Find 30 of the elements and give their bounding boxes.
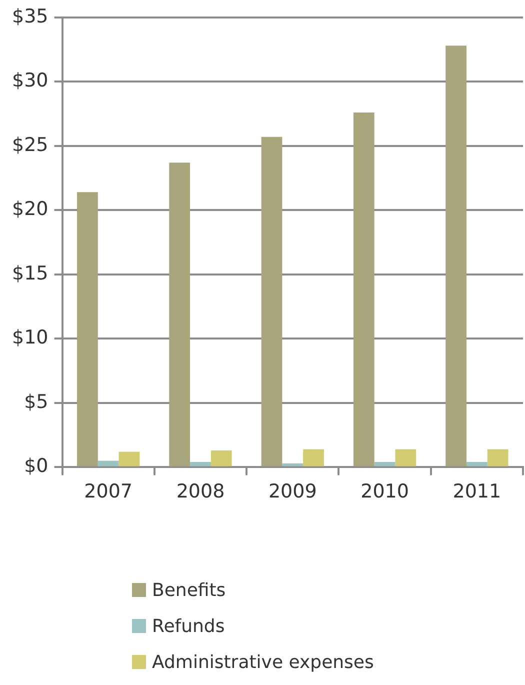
y-tick-label: $10	[12, 326, 48, 349]
bar	[353, 112, 374, 466]
bar	[395, 449, 416, 466]
bar	[374, 462, 396, 466]
bar	[446, 46, 466, 466]
legend-label: Administrative expenses	[152, 652, 374, 672]
y-tick-label: $20	[12, 198, 48, 220]
x-tick-label: 2010	[360, 480, 409, 503]
bar	[190, 462, 211, 466]
x-tick-label: 2011	[452, 480, 502, 503]
y-tick-label: $15	[12, 262, 48, 284]
bar	[169, 162, 190, 466]
bar	[210, 450, 232, 466]
y-tick-label: $5	[24, 390, 48, 413]
y-tick-label: $0	[24, 455, 48, 478]
x-tick-label: 2009	[268, 480, 317, 503]
bar	[261, 136, 282, 466]
x-tick-label: 2007	[84, 480, 133, 503]
bar	[118, 452, 140, 466]
bar	[98, 460, 119, 466]
legend-label: Refunds	[152, 616, 225, 636]
y-tick-label: $30	[12, 70, 48, 92]
bar	[77, 192, 98, 466]
bar	[466, 462, 488, 466]
y-tick-label: $25	[12, 134, 48, 156]
legend-label: Benefits	[152, 580, 226, 600]
x-tick-label: 2008	[176, 480, 225, 503]
bar	[487, 449, 508, 466]
bar	[303, 449, 324, 466]
y-tick-label: $35	[12, 5, 48, 28]
